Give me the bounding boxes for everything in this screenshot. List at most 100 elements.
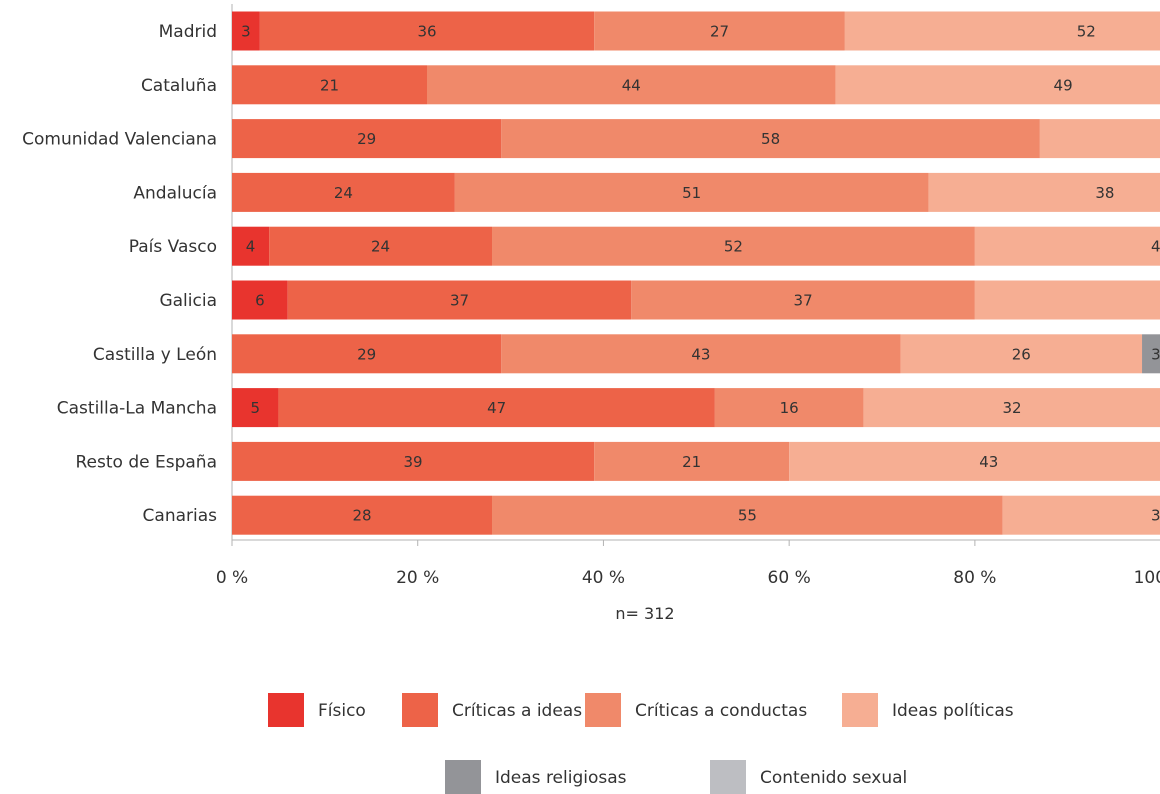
category-label: Cataluña	[141, 76, 217, 96]
legend: Físico Críticas a ideas Críticas a conduct…	[268, 693, 1014, 794]
bar-segment	[1039, 119, 1160, 159]
legend-swatch	[268, 693, 304, 727]
bar-segment	[501, 119, 1040, 159]
bar-segment	[232, 334, 502, 374]
category-label: Andalucía	[133, 183, 217, 203]
bar-segment	[492, 495, 1003, 535]
legend-swatch	[842, 693, 878, 727]
bar-segment	[232, 441, 595, 481]
x-tick-label: 0 %	[216, 568, 248, 588]
category-label: Resto de España	[76, 452, 218, 472]
bar-value-label: 29	[357, 130, 376, 148]
category-label: Canarias	[143, 506, 218, 526]
bar-segment	[232, 65, 428, 105]
legend-label: Críticas a conductas	[635, 701, 807, 721]
bar-value-label: 52	[1077, 23, 1096, 41]
bar-value-label: 49	[1054, 76, 1073, 94]
bar-segment	[492, 226, 975, 266]
bar-segment	[232, 119, 502, 159]
bar-value-label: 24	[334, 184, 353, 202]
bar-value-label: 44	[622, 76, 641, 94]
bar-value-label: 36	[417, 23, 436, 41]
bar-value-label: 6	[255, 292, 265, 310]
bar-value-label: 52	[724, 238, 743, 256]
category-label: Galicia	[159, 291, 217, 311]
category-label: País Vasco	[129, 237, 217, 257]
bar-value-label: 37	[794, 292, 813, 310]
bar-value-label: 43	[979, 453, 998, 471]
bar-value-label: 29	[357, 345, 376, 363]
bar-segment	[232, 280, 288, 320]
bar-segment	[232, 11, 260, 51]
category-label: Castilla y León	[93, 345, 217, 365]
legend-swatch	[402, 693, 438, 727]
bar-value-label: 43	[691, 345, 710, 363]
legend-label: Ideas políticas	[892, 701, 1014, 721]
x-tick-label: 80 %	[953, 568, 996, 588]
bar-segment	[974, 280, 1160, 320]
bar-segment	[278, 388, 715, 428]
bar-segment	[900, 334, 1143, 374]
bar-value-label: 27	[710, 23, 729, 41]
axes: 0 %20 %40 %60 %80 %100 %120 %140 %	[216, 4, 1160, 588]
x-tick-label: 60 %	[768, 568, 811, 588]
bar-value-label: 3	[241, 23, 251, 41]
bar-value-label: 34	[1151, 507, 1160, 525]
category-label: Comunidad Valenciana	[22, 130, 217, 150]
bar-segment	[1002, 495, 1160, 535]
legend-label: Críticas a ideas	[452, 701, 582, 721]
bar-segment	[427, 65, 836, 105]
x-tick-label: 40 %	[582, 568, 625, 588]
bar-value-label: 40	[1151, 238, 1160, 256]
bar-value-label: 26	[1012, 345, 1031, 363]
bar-segment	[863, 388, 1160, 428]
bar-segment	[232, 226, 270, 266]
legend-label: Físico	[318, 701, 366, 721]
bar-value-label: 4	[246, 238, 256, 256]
bar-value-label: 28	[352, 507, 371, 525]
bar-segment	[789, 441, 1160, 481]
bar-segment	[928, 172, 1160, 212]
bar-segment	[269, 226, 493, 266]
bar-value-label: 39	[404, 453, 423, 471]
bar-value-label: 38	[1095, 184, 1114, 202]
bar-value-label: 21	[682, 453, 701, 471]
bar-segment	[844, 11, 1160, 51]
bar-segment	[714, 388, 864, 428]
category-label: Castilla-La Mancha	[57, 399, 217, 419]
x-tick-label: 20 %	[396, 568, 439, 588]
bar-value-label: 37	[450, 292, 469, 310]
bar-value-label: 16	[780, 399, 799, 417]
bar-segment	[232, 388, 279, 428]
bar-segment	[232, 172, 455, 212]
legend-label: Ideas religiosas	[495, 768, 627, 788]
bar-value-label: 5	[250, 399, 260, 417]
bar-value-label: 55	[738, 507, 757, 525]
bar-value-label: 58	[761, 130, 780, 148]
bar-segment	[974, 226, 1160, 266]
bar-value-label: 47	[487, 399, 506, 417]
bar-segment	[594, 441, 790, 481]
bar-segment	[454, 172, 929, 212]
legend-swatch	[710, 760, 746, 794]
bar-value-label: 51	[682, 184, 701, 202]
legend-swatch	[445, 760, 481, 794]
bar-value-label: 21	[320, 76, 339, 94]
bar-segment	[594, 11, 845, 51]
category-label: Madrid	[159, 22, 217, 42]
sample-size-note: n= 312	[615, 604, 674, 623]
bar-segment	[287, 280, 632, 320]
bar-segment	[259, 11, 595, 51]
bar-value-label: 3	[1151, 345, 1160, 363]
bar-segment	[232, 495, 493, 535]
legend-swatch	[585, 693, 621, 727]
bar-segment	[501, 334, 901, 374]
labels: Madrid3362752123Cataluña21444958Comunida…	[22, 22, 1160, 526]
bar-segment	[631, 280, 975, 320]
bar-segment	[1142, 334, 1160, 374]
bar-segment	[835, 65, 1160, 105]
x-tick-label: 100 %	[1134, 568, 1160, 588]
legend-label: Contenido sexual	[760, 768, 907, 788]
bars	[232, 11, 1160, 535]
